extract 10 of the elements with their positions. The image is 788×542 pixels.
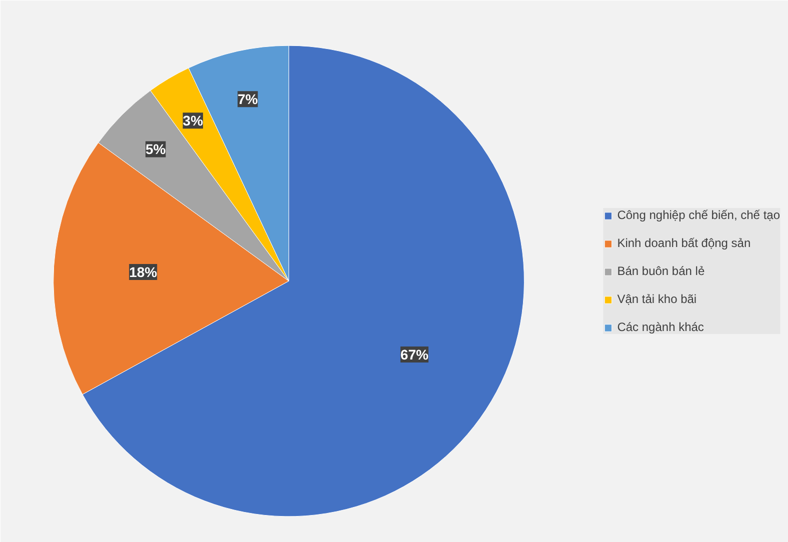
legend-label: Các ngành khác (617, 320, 704, 334)
legend-label: Kinh doanh bất động sản (617, 236, 751, 250)
data-label: 67% (400, 346, 429, 363)
data-label: 7% (238, 91, 258, 108)
legend-label: Bán buôn bán lẻ (617, 264, 705, 278)
data-label: 5% (145, 141, 166, 158)
data-label: 3% (182, 112, 204, 129)
legend-label: Công nghiệp chế biến, chế tạo (617, 208, 780, 222)
legend-label: Vận tải kho bãi (617, 292, 697, 306)
data-label: 18% (129, 264, 158, 280)
